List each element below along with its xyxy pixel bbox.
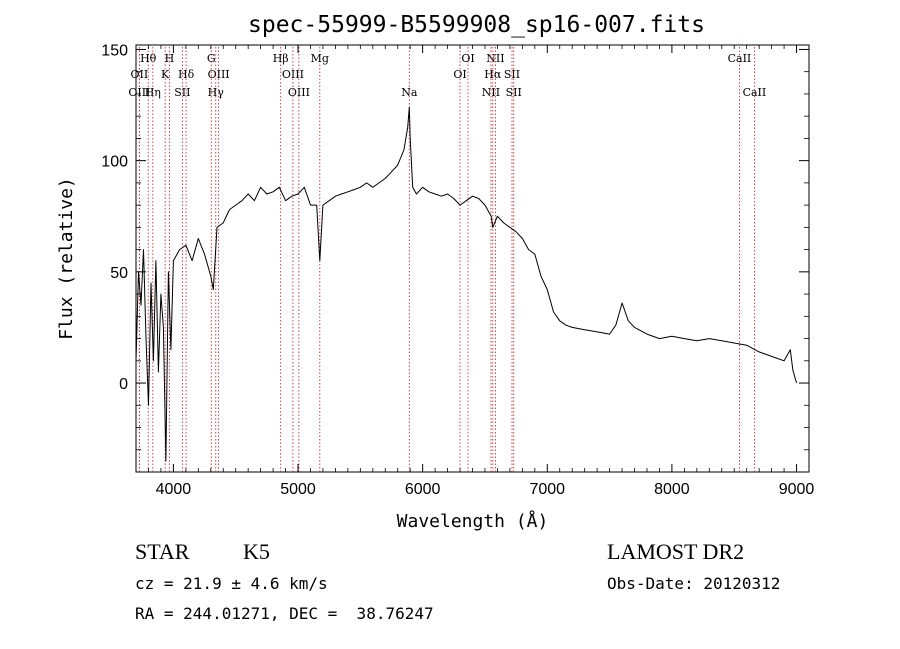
- line-label: OIII: [282, 68, 304, 81]
- y-tick-label: 50: [110, 265, 128, 282]
- line-label: Hβ: [273, 52, 289, 65]
- x-axis-label: Wavelength (Å): [397, 510, 549, 532]
- line-label: NII: [482, 86, 500, 99]
- survey-name: LAMOST DR2: [607, 539, 745, 564]
- x-tick-label: 4000: [156, 481, 192, 498]
- y-tick-label: 150: [101, 42, 128, 59]
- line-label: NII: [486, 52, 504, 65]
- spectrum-line: [135, 106, 797, 462]
- line-label: SII: [504, 68, 520, 81]
- line-label: CaII: [743, 86, 767, 99]
- line-label: H: [165, 52, 175, 65]
- line-label: G: [207, 52, 216, 65]
- y-tick-label: 100: [101, 154, 128, 171]
- x-tick-label: 7000: [529, 481, 565, 498]
- line-label: K: [161, 68, 170, 81]
- line-label: OIII: [288, 86, 310, 99]
- line-label: Hγ: [208, 86, 225, 99]
- line-label: OII: [131, 68, 149, 81]
- line-label: OIII: [128, 86, 150, 99]
- line-label: SII: [506, 86, 522, 99]
- line-label: SII: [174, 86, 190, 99]
- line-label: OIII: [208, 68, 230, 81]
- line-label: CaII: [728, 52, 752, 65]
- line-label: Mg: [311, 52, 329, 65]
- x-tick-label: 9000: [779, 481, 815, 498]
- plot-frame: [135, 44, 810, 473]
- x-tick-label: 6000: [405, 481, 441, 498]
- line-label: OI: [453, 68, 466, 81]
- object-subclass: K5: [243, 539, 270, 564]
- line-label: OI: [461, 52, 474, 65]
- coordinates-text: RA = 244.01271, DEC = 38.76247: [135, 604, 434, 623]
- object-class: STAR: [135, 539, 190, 564]
- y-axis-label: Flux (relative): [56, 177, 77, 340]
- line-label: Hθ: [140, 52, 157, 65]
- y-tick-label: 0: [119, 376, 128, 393]
- chart-title: spec-55999-B5599908_sp16-007.fits: [248, 12, 705, 38]
- line-label: Na: [401, 86, 418, 99]
- redshift-text: cz = 21.9 ± 4.6 km/s: [135, 574, 328, 593]
- x-tick-label: 8000: [654, 481, 690, 498]
- x-tick-label: 5000: [280, 481, 316, 498]
- line-label: Hη: [145, 86, 161, 99]
- line-label: Hδ: [178, 68, 195, 81]
- obs-date-text: Obs-Date: 20120312: [607, 574, 781, 593]
- line-label: Hα: [484, 68, 502, 81]
